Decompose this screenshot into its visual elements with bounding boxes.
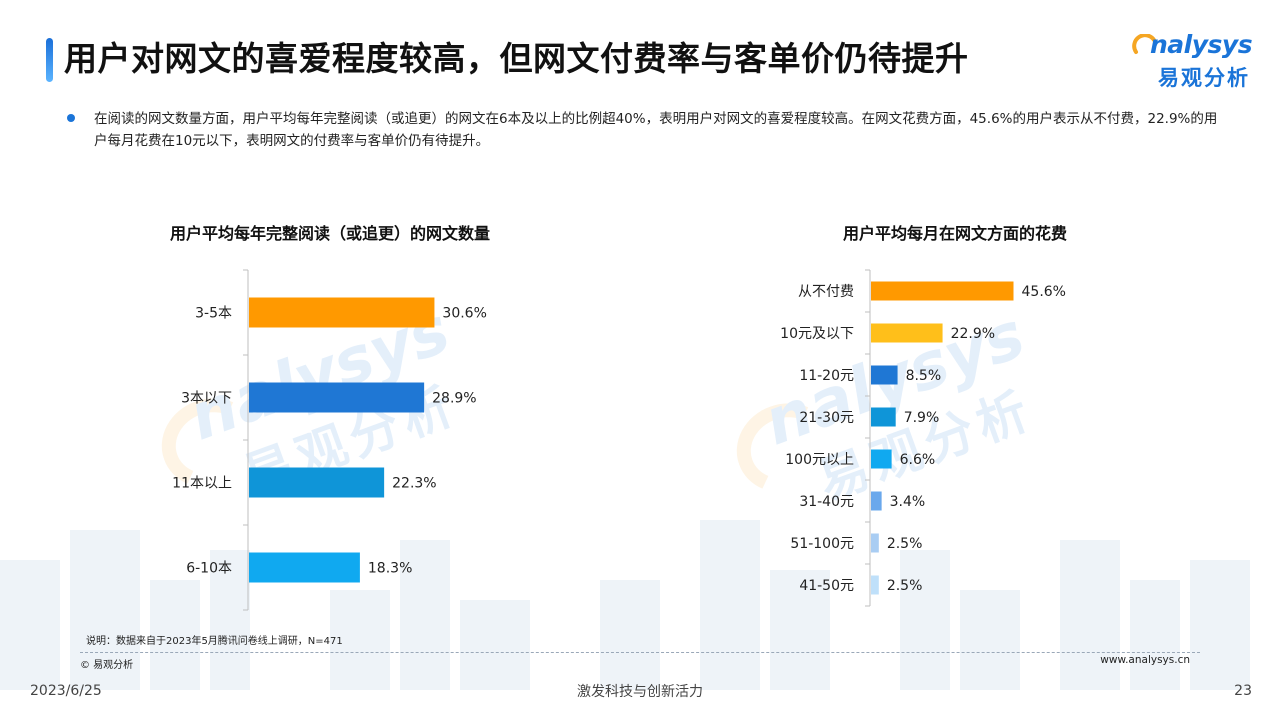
category-label: 11-20元 (799, 368, 854, 384)
value-label: 28.9% (432, 391, 476, 407)
value-label: 2.5% (887, 536, 923, 552)
category-label: 从不付费 (798, 284, 854, 300)
value-label: 22.3% (392, 476, 436, 492)
chart1-reading-count: 3-5本 30.6% 3本以下 28.9% 11本以上 22.3% 6-10本 18.3% (172, 269, 487, 611)
value-label: 30.6% (442, 306, 486, 322)
bar (871, 407, 896, 427)
category-label: 3本以下 (181, 391, 232, 407)
value-label: 3.4% (890, 494, 926, 510)
page-number: 23 (1234, 683, 1252, 699)
bar (871, 491, 882, 511)
value-label: 2.5% (887, 578, 923, 594)
value-label: 22.9% (951, 326, 995, 342)
logo-text-cn: 易观分析 (1158, 66, 1250, 90)
bar (871, 533, 879, 553)
category-label: 6-10本 (186, 561, 232, 577)
category-label: 31-40元 (799, 494, 854, 510)
category-label: 10元及以下 (780, 326, 854, 342)
category-label: 11本以上 (172, 476, 232, 492)
category-label: 41-50元 (799, 578, 854, 594)
bar (249, 552, 360, 583)
summary-text: 在阅读的网文数量方面，用户平均每年完整阅读（或追更）的网文在6本及以上的比例超4… (94, 111, 1218, 149)
chart2-monthly-spend: 从不付费 45.6% 10元及以下 22.9% 11-20元 8.5% 21-30元 7.9%… (780, 269, 1066, 607)
copyright: © 易观分析 (80, 660, 134, 671)
website-link[interactable]: www.analysys.cn (1100, 654, 1190, 666)
bar (871, 323, 943, 343)
footer-slogan: 激发科技与创新活力 (577, 684, 703, 700)
source-note: 说明：数据来自于2023年5月腾讯问卷线上调研，N=471 (86, 636, 343, 647)
footer-divider (80, 652, 1200, 653)
page-title: 用户对网文的喜爱程度较高，但网文付费率与客单价仍待提升 (64, 39, 969, 78)
bar (249, 382, 425, 413)
bar (249, 297, 435, 328)
logo-text-en: nalysys (1150, 30, 1253, 59)
chart2-title: 用户平均每月在网文方面的花费 (842, 224, 1067, 243)
category-label: 21-30元 (799, 410, 854, 426)
value-label: 8.5% (906, 368, 942, 384)
value-label: 18.3% (368, 561, 412, 577)
title-accent-bar (46, 38, 53, 82)
value-label: 45.6% (1022, 284, 1066, 300)
brand-logo: nalysys 易观分析 (1132, 30, 1260, 94)
bar (871, 281, 1014, 301)
value-label: 6.6% (900, 452, 936, 468)
bar (871, 575, 879, 595)
footer-date: 2023/6/25 (30, 683, 102, 699)
value-label: 7.9% (904, 410, 940, 426)
bullet-icon (67, 114, 75, 122)
bar (871, 365, 898, 385)
category-label: 51-100元 (790, 536, 854, 552)
bar (871, 449, 892, 469)
category-label: 100元以上 (785, 452, 854, 468)
category-label: 3-5本 (195, 306, 232, 322)
bar (249, 467, 385, 498)
chart1-title: 用户平均每年完整阅读（或追更）的网文数量 (169, 224, 490, 243)
logo-swoosh-icon (1132, 34, 1156, 54)
